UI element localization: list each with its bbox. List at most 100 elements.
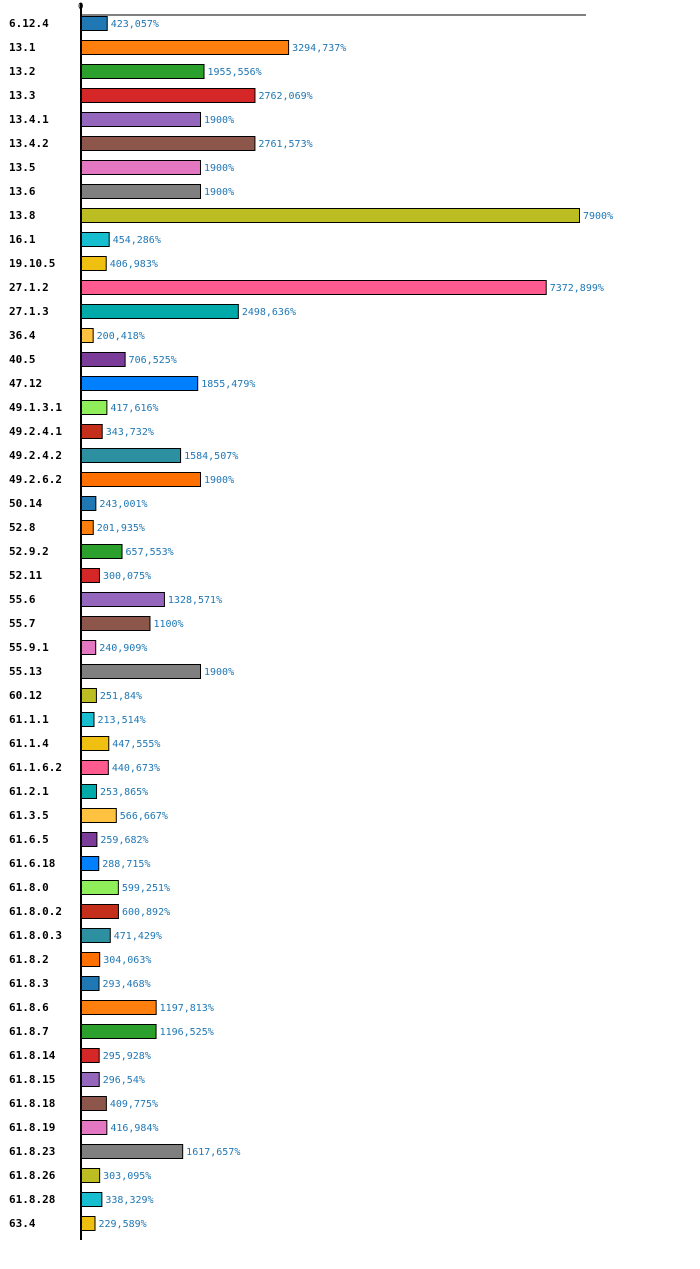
value-label: 1900%	[204, 187, 234, 198]
value-label: 338,329%	[105, 1195, 153, 1206]
value-label: 706,525%	[129, 355, 177, 366]
category-label: 49.2.4.2	[9, 449, 62, 462]
value-label: 1617,657%	[186, 1147, 240, 1158]
category-label: 61.8.0.3	[9, 929, 62, 942]
value-label: 409,775%	[110, 1099, 158, 1110]
bar	[81, 616, 151, 631]
value-label: 423,057%	[111, 19, 159, 30]
bar	[81, 400, 108, 415]
category-label: 60.12	[9, 689, 42, 702]
bar	[81, 280, 547, 295]
bar	[81, 1048, 100, 1063]
category-label: 61.6.18	[9, 857, 55, 870]
bar	[81, 160, 202, 175]
category-label: 61.3.5	[9, 809, 49, 822]
category-label: 27.1.3	[9, 305, 49, 318]
value-label: 406,983%	[110, 259, 158, 270]
value-label: 657,553%	[126, 547, 174, 558]
category-label: 61.1.4	[9, 737, 49, 750]
category-label: 61.6.5	[9, 833, 49, 846]
value-label: 1197,813%	[160, 1003, 214, 1014]
bar	[81, 256, 107, 271]
category-label: 61.8.18	[9, 1097, 55, 1110]
category-label: 13.1	[9, 41, 36, 54]
category-label: 16.1	[9, 233, 36, 246]
value-label: 343,732%	[106, 427, 154, 438]
bar	[81, 880, 119, 895]
category-label: 13.4.2	[9, 137, 49, 150]
category-label: 49.2.6.2	[9, 473, 62, 486]
bar	[81, 592, 165, 607]
value-label: 2498,636%	[242, 307, 296, 318]
value-label: 471,429%	[114, 931, 162, 942]
value-label: 2762,069%	[258, 91, 312, 102]
category-label: 61.8.0	[9, 881, 49, 894]
value-label: 447,555%	[112, 739, 160, 750]
bar	[81, 64, 205, 79]
category-label: 61.8.0.2	[9, 905, 62, 918]
bar	[81, 1000, 157, 1015]
bar	[81, 688, 97, 703]
value-label: 1900%	[204, 115, 234, 126]
category-label: 13.6	[9, 185, 36, 198]
category-label: 61.8.26	[9, 1169, 56, 1182]
category-label: 13.8	[9, 209, 36, 222]
bar	[81, 928, 111, 943]
bar	[81, 1024, 157, 1039]
bar	[81, 760, 109, 775]
category-label: 49.2.4.1	[9, 425, 62, 438]
category-label: 19.10.5	[9, 257, 55, 270]
value-label: 201,935%	[97, 523, 145, 534]
category-label: 49.1.3.1	[9, 401, 62, 414]
value-label: 1900%	[204, 475, 234, 486]
value-label: 296,54%	[103, 1075, 145, 1086]
bar	[81, 640, 97, 655]
value-label: 295,928%	[103, 1051, 151, 1062]
category-label: 61.8.3	[9, 977, 49, 990]
category-label: 36.4	[9, 329, 36, 342]
bar	[81, 376, 199, 391]
value-label: 7372,899%	[550, 283, 604, 294]
value-label: 3294,737%	[292, 43, 346, 54]
value-label: 288,715%	[102, 859, 150, 870]
bar	[81, 208, 580, 223]
value-label: 599,251%	[122, 883, 170, 894]
bar	[81, 976, 100, 991]
category-label: 52.11	[9, 569, 42, 582]
value-label: 1328,571%	[168, 595, 222, 606]
category-label: 6.12.4	[9, 17, 49, 30]
category-label: 61.8.14	[9, 1049, 56, 1062]
bar	[81, 328, 94, 343]
bar	[81, 1168, 101, 1183]
bar	[81, 664, 202, 679]
bar	[81, 1216, 96, 1231]
value-label: 454,286%	[113, 235, 161, 246]
value-label: 1100%	[153, 619, 183, 630]
category-label: 61.8.28	[9, 1193, 55, 1206]
value-label: 229,589%	[99, 1219, 147, 1230]
value-label: 213,514%	[97, 715, 145, 726]
value-label: 1196,525%	[160, 1027, 214, 1038]
category-label: 61.1.6.2	[9, 761, 62, 774]
category-label: 61.8.23	[9, 1145, 55, 1158]
bar	[81, 496, 97, 511]
bar	[81, 952, 101, 967]
value-label: 251,84%	[100, 691, 142, 702]
category-label: 55.9.1	[9, 641, 49, 654]
category-label: 55.13	[9, 665, 42, 678]
bar	[81, 808, 117, 823]
value-label: 300,075%	[103, 571, 151, 582]
category-label: 52.9.2	[9, 545, 49, 558]
category-label: 61.8.6	[9, 1001, 49, 1014]
bar	[81, 424, 103, 439]
category-label: 27.1.2	[9, 281, 49, 294]
bar	[81, 40, 290, 55]
value-label: 1855,479%	[201, 379, 255, 390]
bar	[81, 232, 110, 247]
bar	[81, 472, 202, 487]
value-label: 1900%	[204, 163, 234, 174]
bar	[81, 568, 100, 583]
value-label: 240,909%	[99, 643, 147, 654]
bar	[81, 304, 239, 319]
